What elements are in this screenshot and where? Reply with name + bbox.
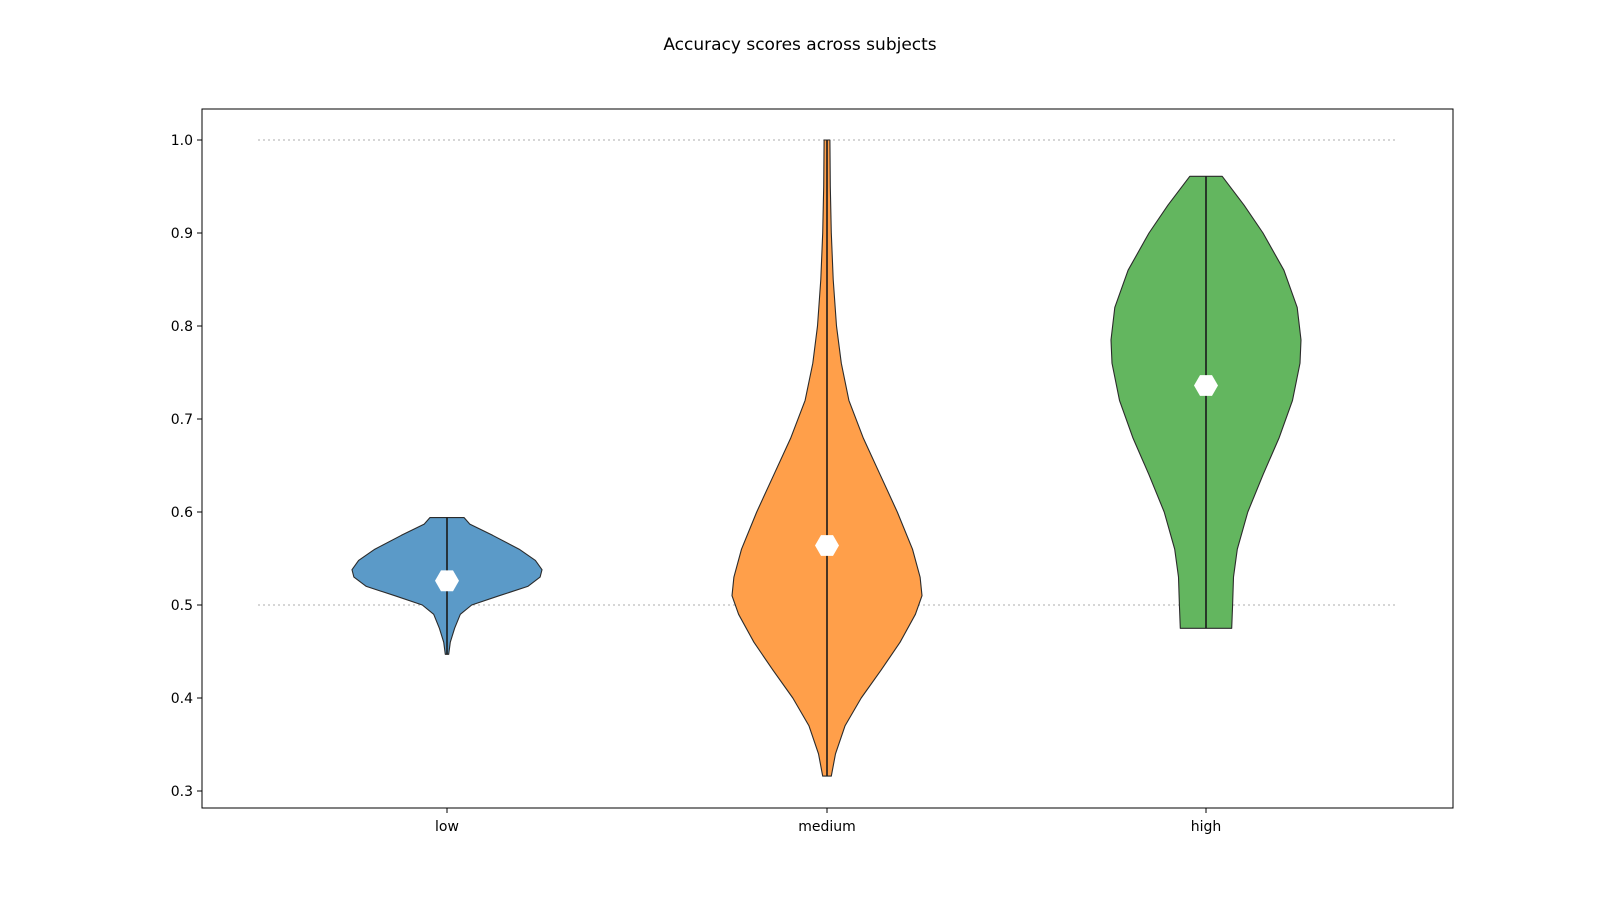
y-axis: 0.3 0.4 0.5 0.6 0.7 0.8 0.9 1.0 (171, 133, 202, 800)
y-tick-label-0.9: 0.9 (171, 226, 193, 242)
y-tick-label-0.6: 0.6 (171, 505, 193, 521)
x-axis: low medium high (435, 808, 1221, 835)
y-tick-label-1.0: 1.0 (171, 133, 193, 149)
y-tick-label-0.8: 0.8 (171, 319, 193, 335)
x-tick-label-low: low (435, 819, 459, 835)
y-tick-label-0.7: 0.7 (171, 412, 193, 428)
y-tick-label-0.4: 0.4 (171, 691, 193, 707)
y-tick-label-0.5: 0.5 (171, 598, 193, 614)
y-tick-label-0.3: 0.3 (171, 784, 193, 800)
x-tick-label-high: high (1191, 819, 1222, 835)
x-tick-label-medium: medium (798, 819, 856, 835)
median-marker-high (1194, 375, 1218, 396)
chart-title: Accuracy scores across subjects (663, 35, 937, 55)
median-marker-medium (815, 535, 839, 556)
median-marker-low (435, 570, 459, 592)
violin-plots (351, 139, 1302, 777)
